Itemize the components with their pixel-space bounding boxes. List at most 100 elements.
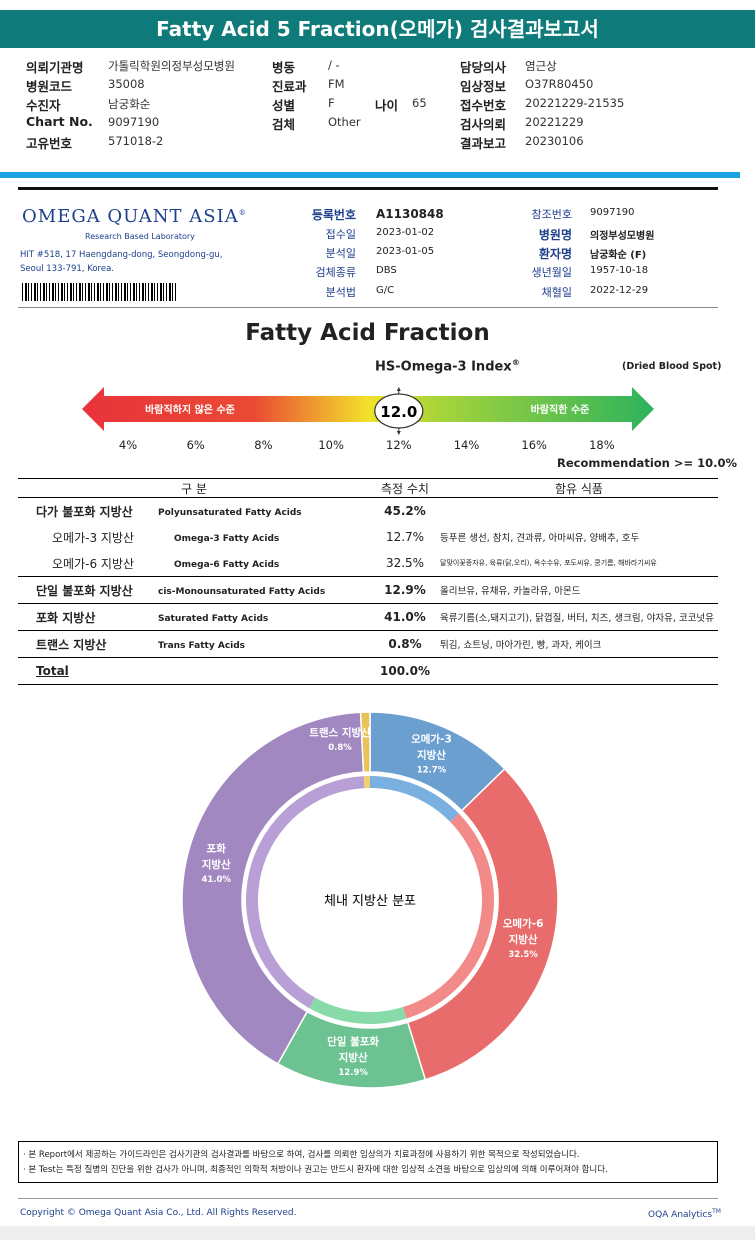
- row-label-en: Saturated Fatty Acids: [158, 613, 269, 624]
- note-2: · 본 Test는 특정 질병의 진단을 위한 검사가 아니며, 최종적인 의학…: [23, 1165, 608, 1175]
- scale-tick-label: 8%: [254, 438, 273, 452]
- slice-percent: 41.0%: [201, 875, 231, 885]
- info-value: 염근상: [525, 59, 557, 73]
- info-value: 9097190: [108, 115, 160, 129]
- gauge-good-label: 바람직한 수준: [531, 403, 590, 416]
- col-header-value: 측정 수치: [370, 478, 440, 498]
- slice-name: 지방산: [202, 858, 231, 871]
- table-row: 오메가-3 지방산 Omega-3 Fatty Acids 12.7% 등푸른 생선,…: [18, 524, 718, 550]
- donut-slice: [181, 711, 365, 1065]
- sample-type: (Dried Blood Spot): [622, 361, 722, 372]
- reg-label: 접수일: [325, 228, 356, 241]
- reg-value: 2023-01-02: [376, 227, 435, 238]
- slice-name: 단일 불포화: [327, 1035, 379, 1048]
- brand-label: OQA AnalyticsTM: [648, 1208, 721, 1220]
- reg-label: 검체종류: [315, 266, 356, 279]
- total-value: 100.0%: [370, 657, 440, 685]
- gauge-marker: 12.0: [374, 387, 424, 435]
- row-foods: 튀김, 쇼트닝, 마아가린, 빵, 과자, 케이크: [440, 630, 718, 658]
- info-label: 임상정보: [460, 79, 507, 94]
- slice-label: 트랜스 지방산 0.8%: [309, 726, 371, 753]
- reg-label: 채혈일: [541, 286, 572, 299]
- info-value: / -: [328, 58, 340, 72]
- info-label: 성별: [272, 98, 296, 113]
- copyright: Copyright © Omega Quant Asia Co., Ltd. A…: [20, 1208, 297, 1218]
- info-value: 35008: [108, 77, 145, 91]
- slice-percent: 32.5%: [508, 950, 538, 960]
- donut-center-title: 체내 지방산 분포: [324, 894, 416, 909]
- note-1: · 본 Report에서 제공하는 가이드라인은 검사기관의 검사결과를 바탕으…: [23, 1150, 580, 1160]
- info-label: 병동: [272, 60, 296, 75]
- slice-percent: 12.9%: [338, 1068, 368, 1078]
- col-header-category: 구 분: [18, 478, 370, 498]
- reg-value: 2022-12-29: [590, 285, 649, 296]
- index-gauge: 바람직하지 않은 수준 바람직한 수준 12.0: [82, 387, 654, 435]
- black-divider: [18, 187, 718, 190]
- section-divider: [18, 307, 718, 308]
- scale-tick-label: 10%: [318, 438, 344, 452]
- donut-slice: [406, 767, 559, 1081]
- reg-value: 의정부성모병원: [590, 231, 655, 242]
- row-value: 32.5%: [385, 556, 425, 570]
- row-label-kr: 다가 불포화 지방산: [36, 504, 133, 519]
- reg-label: 등록번호: [311, 208, 356, 222]
- info-label: 결과보고: [460, 136, 507, 151]
- slice-name: 포화: [207, 842, 227, 855]
- row-foods: 올리브유, 유채유, 카놀라유, 아몬드: [440, 576, 718, 604]
- info-label: 진료과: [272, 79, 307, 94]
- barcode-image: [22, 283, 177, 301]
- col-header-foods: 함유 식품: [440, 478, 718, 498]
- scale-tick-label: 14%: [453, 438, 480, 452]
- info-label: 접수번호: [460, 98, 507, 113]
- info-value: F: [328, 96, 335, 110]
- row-label-en: cis-Monounsaturated Fatty Acids: [158, 586, 326, 597]
- row-label-en: Trans Fatty Acids: [158, 640, 246, 651]
- gauge-value: 12.0: [380, 403, 417, 421]
- scale-tick-label: 18%: [589, 438, 615, 452]
- row-label-en: Omega-3 Fatty Acids: [174, 533, 280, 544]
- info-value: FM: [328, 77, 345, 91]
- reg-value: A1130848: [376, 207, 444, 221]
- slice-name: 지방산: [417, 748, 446, 761]
- total-row: Total 100.0%: [18, 657, 718, 685]
- row-label-kr: 오메가-3 지방산: [52, 530, 135, 545]
- table-row: 포화 지방산 Saturated Fatty Acids 41.0% 육류기름(소,돼…: [18, 603, 718, 631]
- scale-tick-label: 4%: [118, 438, 138, 452]
- table-row: 트랜스 지방산 Trans Fatty Acids 0.8% 튀김, 쇼트닝, 마아가…: [18, 630, 718, 658]
- info-label: 담당의사: [460, 60, 507, 75]
- info-value: 남궁화순: [108, 97, 151, 111]
- reg-label: 분석일: [325, 247, 356, 260]
- donut-inner-slice: [402, 813, 494, 1019]
- slice-name: 오메가-3: [411, 732, 452, 745]
- row-foods: [440, 497, 718, 524]
- row-value: 45.2%: [370, 497, 440, 524]
- info-label: 고유번호: [26, 136, 73, 151]
- row-foods: 달맞이꽃종자유, 육류(닭,오리), 옥수수유, 포도씨유, 콩기름, 해바라기…: [440, 559, 657, 567]
- footer-divider: [18, 1198, 718, 1199]
- scale-tick-label: 16%: [521, 438, 547, 452]
- slice-name: 트랜스 지방산: [309, 726, 371, 739]
- row-label-en: Omega-6 Fatty Acids: [174, 559, 280, 570]
- age-label: 나이: [375, 98, 399, 113]
- report-title: Fatty Acid 5 Fraction(오메가) 검사결과보고서: [0, 10, 755, 48]
- fatty-acid-table: 구 분 측정 수치 함유 식품 다가 불포화 지방산 Polyunsaturate…: [18, 478, 718, 685]
- lab-address-line1: HIT #518, 17 Haengdang-dong, Seongdong-g…: [20, 250, 223, 260]
- row-value: 0.8%: [370, 630, 440, 658]
- row-value: 41.0%: [370, 603, 440, 631]
- donut-inner-slice: [363, 776, 370, 789]
- slice-name: 지방산: [509, 933, 538, 946]
- scale-tick-label: 12%: [386, 438, 412, 452]
- reg-value: 2023-01-05: [376, 246, 435, 257]
- info-value: Other: [328, 115, 361, 129]
- info-value: 20221229-21535: [525, 96, 625, 110]
- recommendation: Recommendation >= 10.0%: [557, 456, 738, 470]
- slice-percent: 0.8%: [328, 743, 352, 753]
- table-row: 다가 불포화 지방산 Polyunsaturated Fatty Acids 45.…: [18, 497, 718, 524]
- slice-name: 지방산: [339, 1051, 368, 1064]
- reg-value: 1957-10-18: [590, 265, 649, 276]
- row-label-kr: 단일 불포화 지방산: [36, 583, 133, 598]
- bottom-band: [0, 1226, 755, 1240]
- info-value: 20221229: [525, 115, 584, 129]
